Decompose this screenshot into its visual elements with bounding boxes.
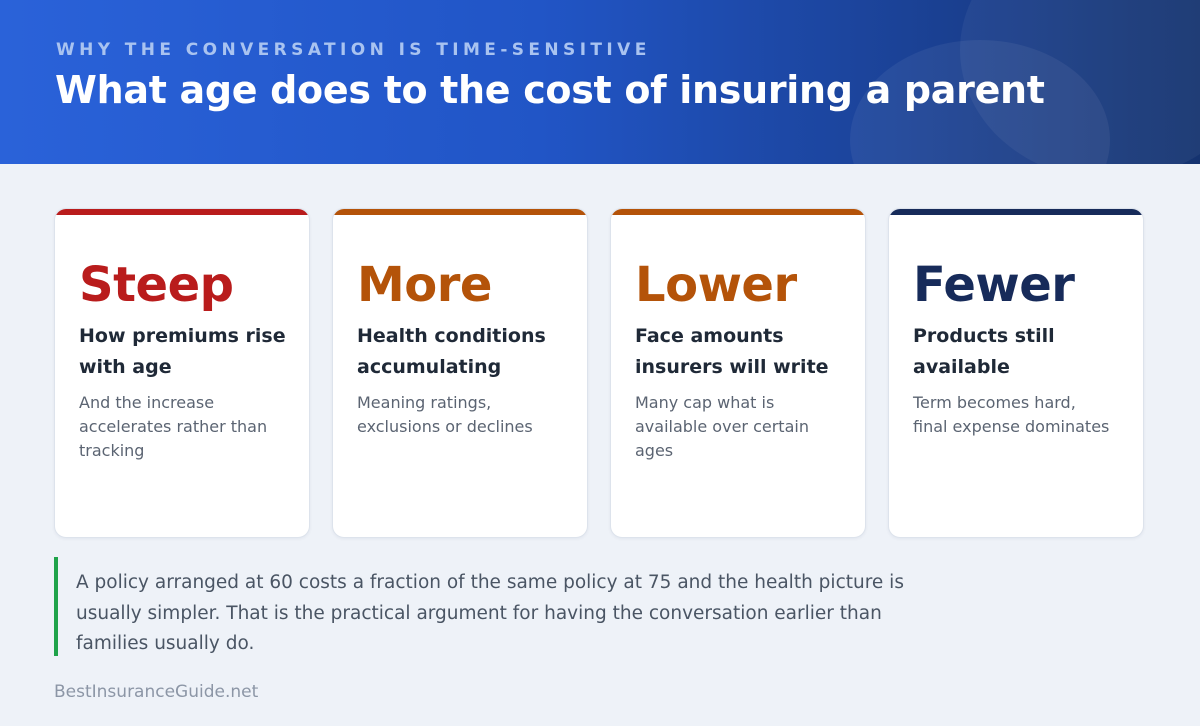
card-fewer: Fewer Products still available Term beco… — [888, 208, 1144, 538]
card-headline: Fewer — [913, 257, 1075, 313]
card-subtitle: Products still available — [913, 325, 1055, 378]
kicker-text: WHY THE CONVERSATION IS TIME-SENSITIVE — [56, 40, 651, 60]
card-more: More Health conditions accumulating Mean… — [332, 208, 588, 538]
card-accent-bar — [333, 209, 587, 215]
card-accent-bar — [55, 209, 309, 215]
footer-brand: BestInsuranceGuide.net — [54, 682, 259, 702]
card-steep: Steep How premiums rise with age And the… — [54, 208, 310, 538]
card-headline: Steep — [79, 257, 234, 313]
page-title: What age does to the cost of insuring a … — [55, 68, 1045, 112]
decorative-circle — [960, 0, 1200, 164]
card-headline: Lower — [635, 257, 797, 313]
card-subtitle: Face amounts insurers will write — [635, 325, 829, 378]
card-description: Many cap what is available over certain … — [635, 393, 809, 460]
card-headline: More — [357, 257, 492, 313]
card-subtitle: Health conditions accumulating — [357, 325, 546, 378]
card-lower: Lower Face amounts insurers will write M… — [610, 208, 866, 538]
card-description: And the increase accelerates rather than… — [79, 393, 268, 460]
card-description: Term becomes hard, final expense dominat… — [913, 393, 1110, 436]
card-accent-bar — [889, 209, 1143, 215]
card-accent-bar — [611, 209, 865, 215]
summary-note: A policy arranged at 60 costs a fraction… — [54, 557, 954, 656]
card-subtitle: How premiums rise with age — [79, 325, 286, 378]
card-description: Meaning ratings, exclusions or declines — [357, 393, 533, 436]
header-banner: WHY THE CONVERSATION IS TIME-SENSITIVE W… — [0, 0, 1200, 164]
